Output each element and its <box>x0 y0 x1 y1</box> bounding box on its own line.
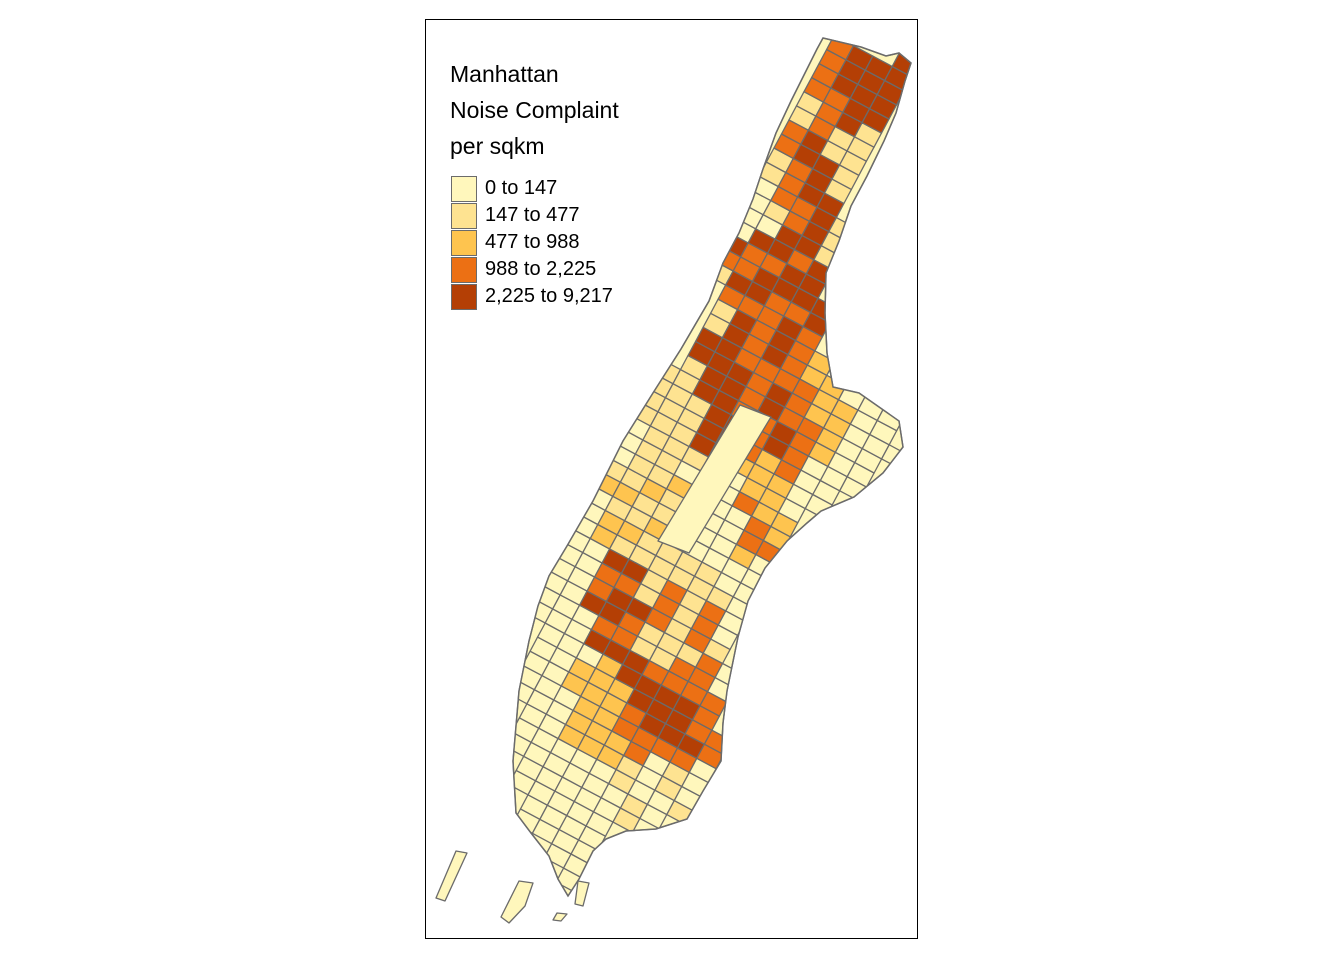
legend-swatch-2 <box>451 202 477 229</box>
legend-swatch-5 <box>451 283 477 310</box>
choropleth-map <box>435 37 912 924</box>
island-4 <box>552 912 568 922</box>
legend-label-3: 477 to 988 <box>485 231 580 253</box>
legend-title: Manhattan Noise Complaint per sqkm <box>450 56 619 164</box>
census-tract <box>891 51 911 78</box>
legend-item-4: 988 to 2,225 <box>451 256 613 283</box>
legend-swatch-4 <box>451 256 477 283</box>
legend-item-2: 147 to 477 <box>451 202 613 229</box>
legend-label-4: 988 to 2,225 <box>485 258 597 280</box>
legend-label-1: 0 to 147 <box>485 177 558 199</box>
central-park <box>657 404 772 554</box>
legend-item-5: 2,225 to 9,217 <box>451 283 613 310</box>
island-outline <box>512 37 912 898</box>
legend-item-1: 0 to 147 <box>451 175 613 202</box>
legend-title-line-1: Manhattan <box>450 61 559 87</box>
legend-label-2: 147 to 477 <box>485 204 580 226</box>
map-frame: Manhattan Noise Complaint per sqkm 0 to … <box>425 19 918 939</box>
legend-swatch-1 <box>451 175 477 202</box>
island-3 <box>574 880 590 907</box>
legend-item-3: 477 to 988 <box>451 229 613 256</box>
tracts <box>513 38 911 894</box>
island-2 <box>500 880 534 924</box>
island-1 <box>435 850 468 902</box>
legend-title-line-2: Noise Complaint <box>450 97 619 123</box>
legend-title-line-3: per sqkm <box>450 133 545 159</box>
legend-swatch-3 <box>451 229 477 256</box>
legend: 0 to 147 147 to 477 477 to 988 988 to 2,… <box>451 175 613 310</box>
legend-label-5: 2,225 to 9,217 <box>485 285 613 307</box>
